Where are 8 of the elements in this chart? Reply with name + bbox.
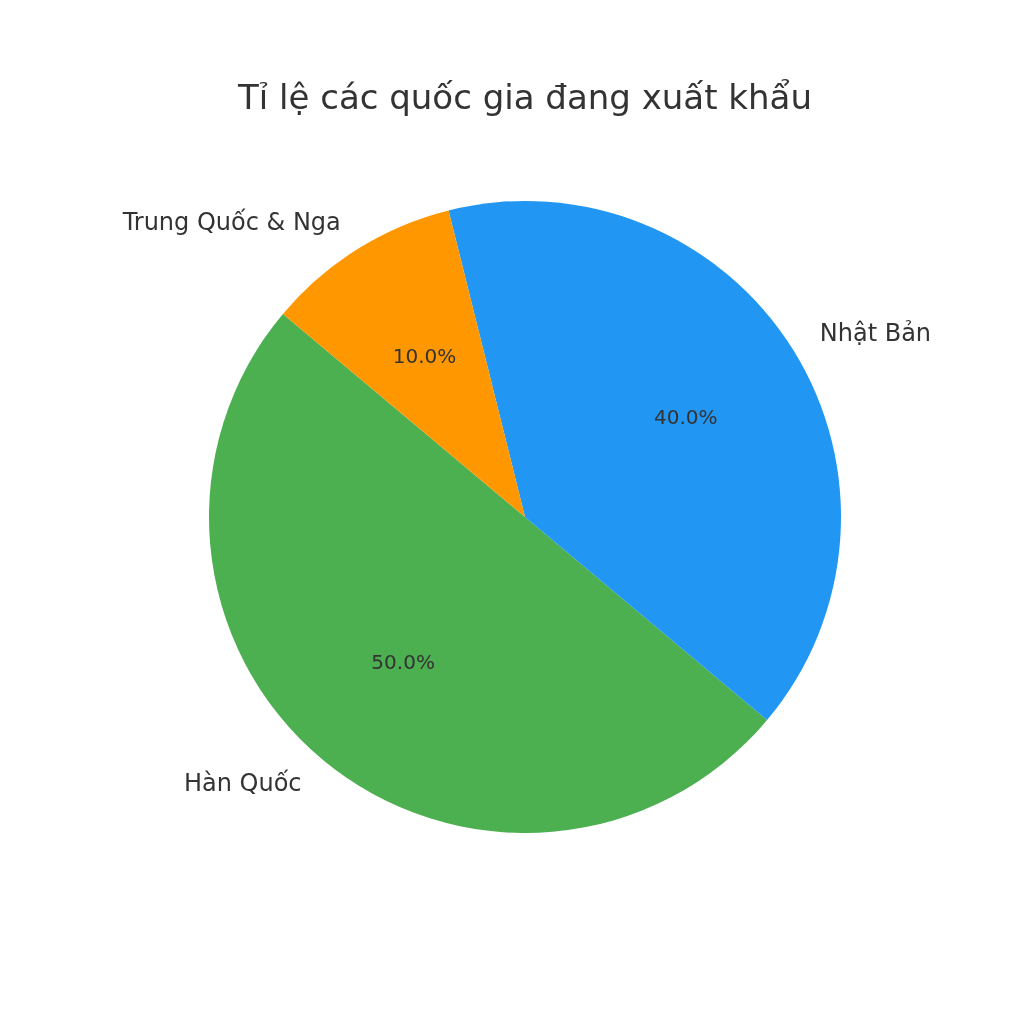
pie-slice xyxy=(282,210,525,517)
data-label: 50.0% xyxy=(371,650,435,675)
slice-label: Nhật Bản xyxy=(819,318,932,347)
data-label: 10.0% xyxy=(392,344,457,369)
chart-title: Tỉ lệ các quốc gia đang xuất khẩu xyxy=(237,77,812,117)
slice-label: Hàn Quốc xyxy=(183,769,302,798)
data-label: 40.0% xyxy=(654,404,718,429)
slice-label: Trung Quốc & Nga xyxy=(121,208,341,237)
